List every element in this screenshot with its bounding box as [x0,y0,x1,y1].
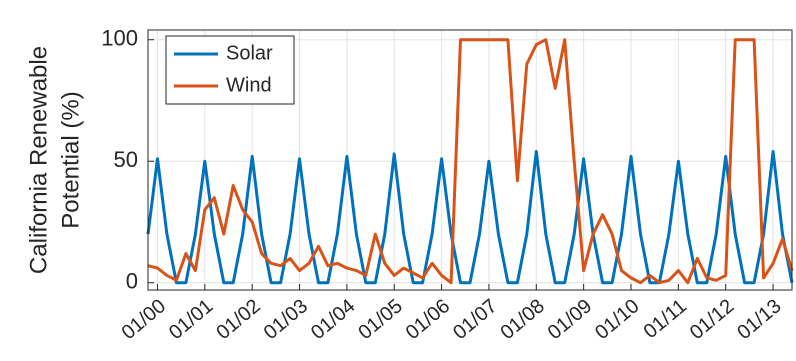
y-axis-label: Potential (%) [57,91,84,228]
x-tick-label: 01/08 [496,295,548,344]
y-tick-label: 0 [126,269,138,294]
x-tick-label: 01/13 [733,295,785,344]
x-tick-label: 01/12 [686,295,738,344]
x-tick-label: 01/10 [591,295,643,344]
x-tick-label: 01/00 [118,295,170,344]
y-tick-label: 100 [101,26,138,51]
series-line [146,150,794,285]
x-tick-label: 01/06 [402,295,454,344]
x-tick-label: 01/01 [165,295,217,344]
x-tick-label: 01/07 [449,295,501,344]
series-line [147,38,794,285]
plot-frame [147,29,793,291]
y-tick-label: 50 [114,147,138,172]
x-tick-label: 01/04 [307,295,359,344]
legend-box [165,35,295,105]
x-tick-label: 01/09 [544,295,596,344]
y-axis-label: California Renewable [25,46,52,274]
legend-label: Wind [226,74,272,96]
x-tick-label: 01/03 [260,295,312,344]
x-tick-label: 01/05 [354,295,406,344]
x-tick-label: 01/11 [640,295,691,343]
legend-label: Solar [226,42,273,64]
x-tick-label: 01/02 [212,295,264,344]
